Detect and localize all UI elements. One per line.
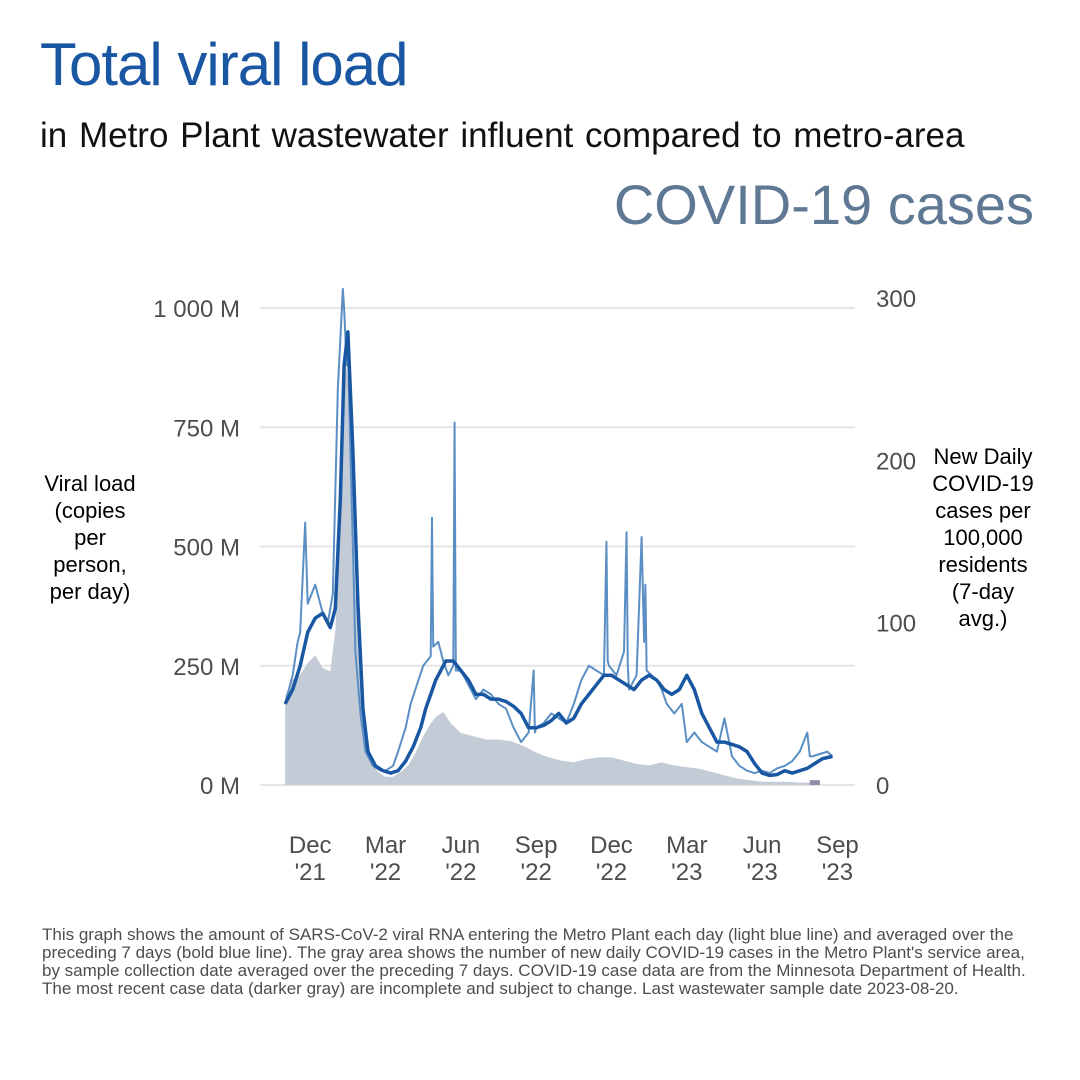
right-tick-label: 200 <box>876 448 916 475</box>
x-tick-label: Mar '22 <box>365 832 406 886</box>
chart-subtitle-cases: COVID-19 cases <box>613 173 1034 236</box>
avg-line-layer <box>283 330 833 778</box>
left-tick-label: 500 M <box>173 535 240 562</box>
right-axis-ticks: 0 100 200 300 <box>876 286 916 800</box>
x-tick-label: Sep '22 <box>515 832 558 886</box>
x-axis-ticks: Dec '21 Mar '22 Jun '22 Sep '22 Dec '22 Mar '23 Jun '… <box>289 832 859 886</box>
right-axis-label: New Daily COVID-19 cases per 100,000 res… <box>932 444 1034 631</box>
left-axis-ticks: 0 M 250 M 500 M 750 M 1 000 M <box>153 296 240 800</box>
cases-area <box>285 354 820 785</box>
right-tick-label: 0 <box>876 773 889 800</box>
right-tick-label: 100 <box>876 611 916 638</box>
left-tick-label: 0 M <box>200 773 240 800</box>
daily-viral-load-line <box>284 287 834 775</box>
left-axis-label: Viral load (copies per person, per day) <box>44 471 136 604</box>
chart-caption: This graph shows the amount of SARS-CoV-… <box>42 925 1026 998</box>
x-tick-label: Jun '23 <box>743 832 782 886</box>
daily-line-layer <box>284 287 834 775</box>
left-tick-label: 750 M <box>173 415 240 442</box>
chart-subtitle: in Metro Plant wastewater influent compa… <box>40 116 965 155</box>
right-tick-label: 300 <box>876 286 916 313</box>
x-tick-label: Dec '22 <box>590 832 633 886</box>
left-tick-label: 1 000 M <box>153 296 240 323</box>
cases-incomplete-area <box>809 780 820 785</box>
x-tick-label: Mar '23 <box>666 832 707 886</box>
x-tick-label: Dec '21 <box>289 832 332 886</box>
x-tick-label: Sep '23 <box>816 832 859 886</box>
x-tick-label: Jun '22 <box>441 832 480 886</box>
cases-area-layer <box>285 354 820 785</box>
left-tick-label: 250 M <box>173 654 240 681</box>
avg-viral-load-line <box>283 330 833 778</box>
chart-title: Total viral load <box>40 31 409 98</box>
viral-load-chart: 0 M 250 M 500 M 750 M 1 000 M 0 100 200 300 Dec… <box>153 286 916 886</box>
